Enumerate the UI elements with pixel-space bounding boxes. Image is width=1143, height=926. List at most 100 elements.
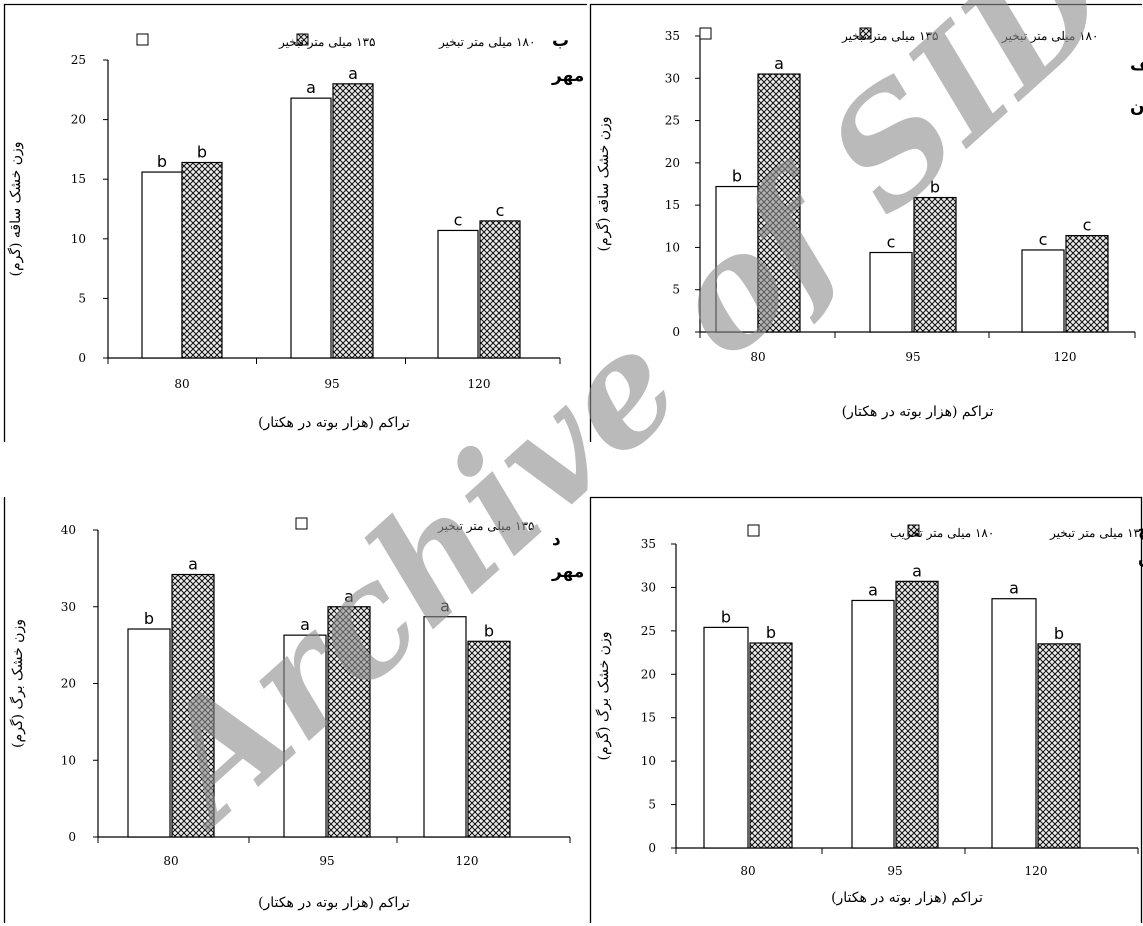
legend-swatch-open	[747, 524, 760, 537]
significance-letter: a	[300, 615, 310, 634]
panel-jim-svg: 0 5 10 15 20 25 30 35 b b 80 a a 95 a b 120 وزن خشک برگ (…	[589, 496, 1143, 923]
bar-open-95	[283, 634, 327, 838]
y-tick-label: 25	[665, 114, 680, 128]
significance-letter: a	[440, 597, 450, 616]
y-tick-label: 0	[648, 841, 656, 855]
x-axis-title: تراکم (هزار بوته در هکتار)	[258, 895, 410, 911]
y-tick-label: 25	[71, 53, 86, 67]
bar-hatched-120	[1037, 643, 1081, 849]
legend-swatch-hatched	[296, 33, 309, 46]
bar-open-80	[703, 626, 749, 849]
legend: ۱۳۵ میلی متر تبخیر ۱۸۰ میلی متر تخریب	[747, 524, 1143, 540]
y-tick-label: 20	[71, 113, 86, 127]
legend-swatch-hatched	[859, 27, 872, 40]
y-tick-label: 15	[641, 711, 656, 725]
bar-open-120	[991, 598, 1037, 849]
significance-letter: a	[306, 78, 316, 97]
bar-hatched-120	[467, 640, 511, 838]
significance-letter: a	[348, 64, 358, 83]
significance-letter: b	[732, 167, 742, 186]
legend-swatch-open	[699, 27, 712, 40]
significance-letter: b	[930, 178, 940, 197]
y-axis-title: وزن خشک ساقه (گرم)	[595, 116, 612, 251]
y-tick-label: 30	[641, 580, 656, 594]
panel-b-svg: 0 5 10 15 20 25 b b 80 a a 95 c c 120 وزن خشک ساقه (گرم…	[3, 3, 587, 442]
y-tick-label: 40	[61, 523, 76, 537]
chart-panel-dal: 0 10 20 30 40 b a 80 a a 95 a b 120 وزن خشک برگ (گرم) ت…	[3, 497, 587, 923]
x-category-label: 95	[319, 854, 334, 868]
chart-panel-alef: 0 5 10 15 20 25 30 35 b a 80 c b 95 c c 120 وزن خشک ساقه …	[589, 3, 1143, 442]
x-axis-title: تراکم (هزار بوته در هکتار)	[258, 415, 410, 431]
panel-letter: الف	[1130, 55, 1143, 75]
y-tick-label: 15	[71, 172, 86, 186]
significance-letter: b	[197, 143, 207, 162]
y-axis-title: وزن خشک ساقه (گرم)	[7, 141, 24, 276]
significance-letter: b	[721, 607, 731, 626]
legend-swatch-hatched	[907, 524, 920, 537]
y-tick-label: 0	[78, 351, 86, 365]
legend-swatch-open	[136, 33, 149, 46]
y-tick-label: 10	[61, 753, 76, 767]
y-tick-label: 20	[61, 677, 76, 691]
x-category-label: 120	[1054, 350, 1077, 364]
y-tick-label: 15	[665, 198, 680, 212]
legend-label: ۱۸۰ میلی متر تبخیر	[1001, 29, 1098, 43]
x-category-label: 95	[887, 864, 902, 878]
significance-letter: a	[912, 561, 922, 580]
significance-letter: b	[766, 623, 776, 642]
x-category-label: 95	[905, 350, 920, 364]
y-tick-label: 5	[672, 283, 680, 297]
y-tick-label: 5	[648, 798, 656, 812]
bar-open-95	[290, 97, 332, 359]
significance-letter: a	[344, 587, 354, 606]
significance-letter: c	[887, 233, 896, 252]
x-category-label: 80	[163, 854, 178, 868]
x-category-label: 80	[174, 377, 189, 391]
panel-letter: د	[552, 530, 561, 550]
bar-hatched-80	[749, 642, 793, 849]
significance-letter: a	[868, 580, 878, 599]
legend-label: ۱۸۰ میلی متر تبخیر	[438, 35, 535, 49]
y-tick-label: 10	[71, 232, 86, 246]
legend-swatch-open	[295, 517, 308, 530]
bar-hatched-80	[181, 161, 223, 359]
significance-letter: b	[144, 609, 154, 628]
legend-label: ۱۸۰ میلی متر تخریب	[890, 526, 994, 540]
bar-open-120	[423, 616, 467, 838]
x-category-label: 120	[1025, 864, 1048, 878]
bar-open-120	[437, 229, 479, 359]
legend: ۱۸۰ میلی متر تبخیر ۱۳۵ میلی متر تبخیر	[136, 33, 535, 49]
y-tick-label: 30	[665, 71, 680, 85]
x-axis-title: تراکم (هزار بوته در هکتار)	[842, 404, 994, 420]
panel-alef-svg: 0 5 10 15 20 25 30 35 b a 80 c b 95 c c 120 وزن خشک ساقه …	[589, 3, 1143, 442]
y-tick-label: 0	[672, 325, 680, 339]
legend-label: ۱۳۵ میلی متر تبخیر	[841, 29, 938, 43]
y-axis-title: وزن خشک برگ (گرم)	[9, 619, 26, 748]
significance-letter: c	[1039, 230, 1048, 249]
x-category-label: 120	[468, 377, 491, 391]
bar-open-80	[127, 628, 171, 838]
bar-hatched-95	[913, 196, 957, 333]
significance-letter: a	[1009, 579, 1019, 598]
bar-open-95	[851, 599, 895, 849]
x-category-label: 80	[750, 350, 765, 364]
cultivar-label: مهر	[551, 66, 584, 86]
bar-open-120	[1021, 249, 1065, 333]
significance-letter: c	[1083, 216, 1092, 235]
legend-label: ۱۳۵ میلی متر تبخیر	[1049, 526, 1143, 540]
y-tick-label: 10	[641, 754, 656, 768]
legend: ۱۸۰ میلی متر تبخیر ۱۳۵ میلی متر تبخیر	[699, 27, 1098, 43]
y-tick-label: 20	[641, 667, 656, 681]
significance-letter: c	[454, 210, 463, 229]
y-tick-label: 30	[61, 600, 76, 614]
y-tick-label: 25	[641, 624, 656, 638]
x-category-label: 80	[740, 864, 755, 878]
legend: ۱۳۵ میلی متر تبخیر	[295, 517, 534, 533]
panel-dal-svg: 0 10 20 30 40 b a 80 a a 95 a b 120 وزن خشک برگ (گرم) ت…	[3, 497, 584, 923]
x-axis-title: تراکم (هزار بوته در هکتار)	[831, 890, 983, 906]
bar-open-80	[715, 185, 759, 333]
y-tick-label: 0	[68, 830, 76, 844]
legend-label: ۱۳۵ میلی متر تبخیر	[278, 35, 375, 49]
bar-open-80	[141, 171, 183, 359]
significance-letter: a	[774, 54, 784, 73]
